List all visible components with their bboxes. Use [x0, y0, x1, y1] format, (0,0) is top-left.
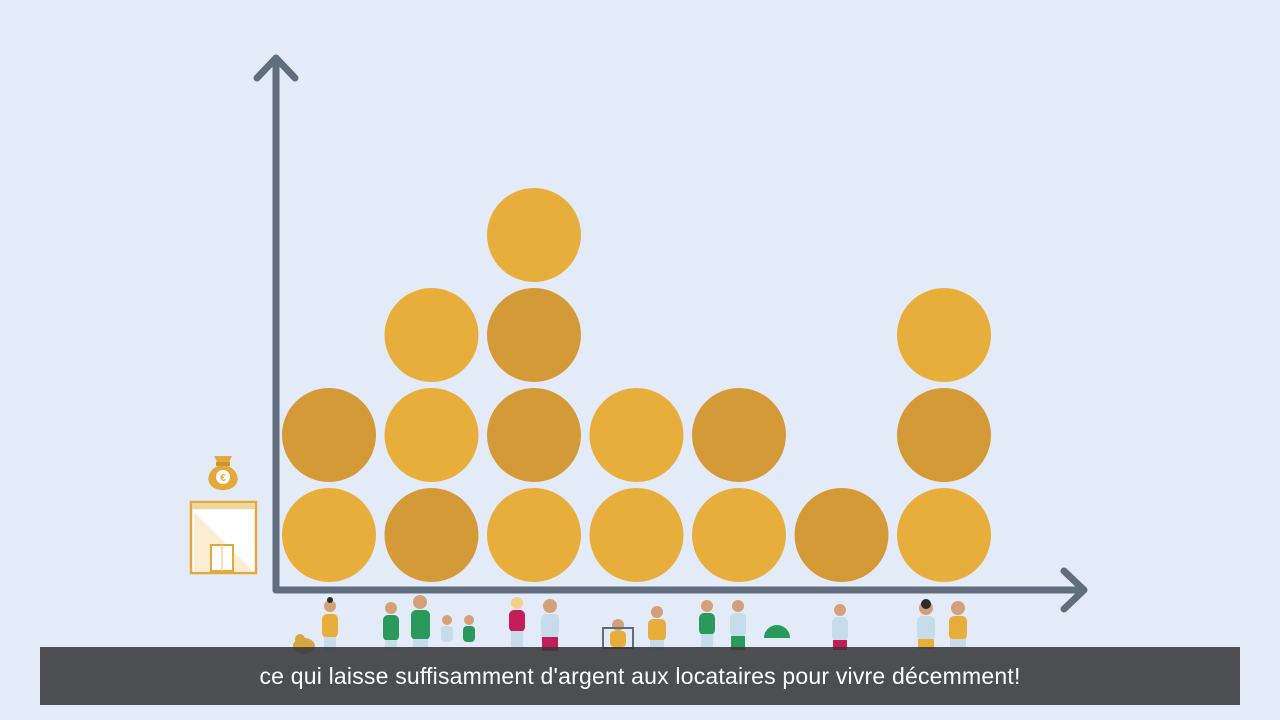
money-bag-euro-icon: €: [208, 456, 238, 490]
stroller-group: [699, 600, 790, 650]
coin-5-1: [692, 488, 786, 582]
coin-1-2: [282, 388, 376, 482]
coin-2-2: [384, 388, 479, 482]
coin-6-1: [794, 488, 889, 582]
pair-group: [917, 599, 967, 649]
coin-7-3: [897, 288, 991, 382]
coin-4-2: [589, 388, 684, 482]
coin-1-1: [282, 488, 376, 582]
family-group-green: [383, 595, 475, 650]
person-with-dog: [293, 597, 338, 654]
single-person: [832, 604, 848, 650]
coin-4-1: [589, 488, 684, 582]
x-axis-arrow-icon: [1060, 567, 1088, 613]
couple-group: [509, 597, 559, 651]
coin-stacks: [282, 188, 991, 582]
wheelchair-group: [602, 606, 666, 650]
coin-3-2: [487, 388, 581, 482]
subtitle-text: ce qui laisse suffisamment d'argent aux …: [259, 662, 1021, 689]
svg-text:€: €: [220, 473, 226, 484]
coin-7-1: [897, 488, 991, 582]
coin-3-4: [487, 188, 581, 282]
coin-3-1: [487, 488, 581, 582]
coin-5-2: [692, 388, 786, 482]
building-icon: [189, 500, 258, 575]
y-axis-arrow-icon: [253, 54, 299, 82]
residents-illustration: [293, 595, 967, 654]
coin-2-1: [384, 488, 479, 582]
chart-axes: [253, 54, 1088, 613]
coin-3-3: [487, 288, 581, 382]
coin-2-3: [384, 288, 479, 382]
subtitle-bar: ce qui laisse suffisamment d'argent aux …: [40, 647, 1240, 705]
coin-7-2: [897, 388, 991, 482]
